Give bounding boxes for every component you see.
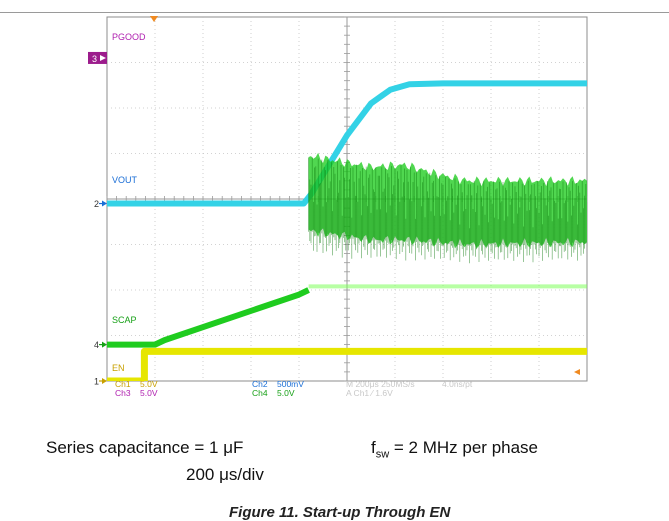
readout-timebase-resolution: 4.0ns/pt bbox=[442, 379, 473, 389]
readout-ch3-name: Ch3 bbox=[115, 388, 131, 396]
trigger-level-icon bbox=[574, 369, 580, 375]
readout-ch4-name: Ch4 bbox=[252, 388, 268, 396]
ref-arrow-icon bbox=[102, 378, 107, 384]
readout-timebase: M 200μs 250MS/s bbox=[346, 379, 415, 389]
readout-ch2-scale: 500mV bbox=[277, 379, 304, 389]
switching-ripple bbox=[308, 157, 587, 264]
series-label-scap: SCAP bbox=[112, 315, 137, 325]
fsw-subscript: sw bbox=[375, 448, 390, 461]
trace-vout bbox=[107, 80, 587, 207]
channel-markers: 3 2 4 1 bbox=[88, 51, 107, 387]
ref-marker-label-pgood: 3 bbox=[92, 54, 97, 64]
trigger-position-icon bbox=[150, 16, 158, 22]
readout-ch3-scale: 5.0V bbox=[140, 388, 158, 396]
switching-frequency-caption: fsw = 2 MHz per phase bbox=[371, 438, 538, 460]
trace-en bbox=[107, 347, 587, 381]
top-rule bbox=[0, 12, 669, 13]
readout-ch1-scale: 5.0V bbox=[140, 379, 158, 389]
ref-marker-box-pgood bbox=[88, 51, 107, 64]
oscilloscope-screen: 3 2 4 1 PGOOD VOUT SCAP EN Ch1 5.0V Ch3 5.0… bbox=[80, 14, 590, 396]
waveform-traces bbox=[107, 80, 587, 381]
series-label-pgood: PGOOD bbox=[112, 32, 146, 42]
ref-arrow-icon bbox=[102, 341, 107, 348]
series-label-en: EN bbox=[112, 363, 125, 373]
time-per-division-caption: 200 μs/div bbox=[186, 465, 264, 484]
readout-ch2-name: Ch2 bbox=[252, 379, 268, 389]
ref-marker-label-scap: 4 bbox=[94, 340, 99, 350]
series-label-vout: VOUT bbox=[112, 175, 138, 185]
readout-ch4-scale: 5.0V bbox=[277, 388, 295, 396]
trace-scap bbox=[107, 287, 310, 348]
figure-title: Figure 11. Start-up Through EN bbox=[229, 504, 451, 521]
fsw-prefix: f bbox=[371, 438, 376, 457]
readout-trigger: A Ch1 ⁄ 1.6V bbox=[346, 388, 393, 396]
scope-readouts: Ch1 5.0V Ch3 5.0V Ch2 500mV Ch4 5.0V M 2… bbox=[115, 379, 473, 396]
ref-arrow-icon bbox=[102, 200, 107, 207]
ref-marker-label-vout: 2 bbox=[94, 199, 99, 209]
ref-marker-label-en: 1 bbox=[94, 377, 99, 387]
readout-ch1-name: Ch1 bbox=[115, 379, 131, 389]
fsw-text: = 2 MHz per phase bbox=[389, 438, 539, 457]
series-capacitance-caption: Series capacitance = 1 μF bbox=[46, 438, 244, 457]
ref-arrow-icon bbox=[100, 54, 106, 61]
